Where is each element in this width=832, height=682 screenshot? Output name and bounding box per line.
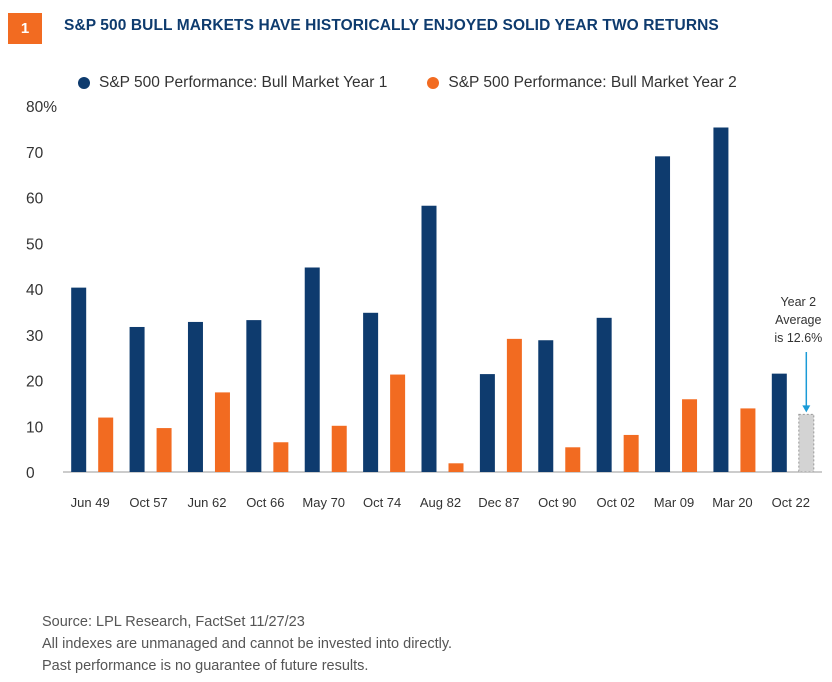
average-annotation-line: Average	[775, 313, 821, 327]
bar-year1	[246, 320, 262, 472]
chart-legend: S&P 500 Performance: Bull Market Year 1 …	[78, 74, 777, 92]
x-tick-label: Oct 02	[597, 495, 635, 510]
bar-year1	[129, 326, 145, 472]
average-annotation-line: Year 2	[780, 295, 816, 309]
legend-marker-year1	[78, 77, 90, 89]
bar-year1	[596, 317, 612, 472]
bar-year1	[771, 373, 787, 472]
bar-year2	[331, 425, 347, 472]
x-tick-label: Mar 09	[654, 495, 694, 510]
average-arrow-head	[802, 405, 811, 413]
disclaimer-indexes: All indexes are unmanaged and cannot be …	[42, 636, 453, 652]
y-tick-label: 10	[26, 419, 44, 436]
source-note: Source: LPL Research, FactSet 11/27/23	[42, 614, 305, 630]
bar-year2	[214, 392, 230, 472]
bar-year2	[623, 434, 639, 472]
bar-year2	[156, 428, 172, 472]
bar-year1	[421, 205, 437, 473]
x-tick-label: Jun 62	[187, 495, 226, 510]
x-tick-label: Dec 87	[478, 495, 519, 510]
bar-year2	[740, 408, 756, 472]
x-tick-label: Jun 49	[71, 495, 110, 510]
footer: Source: LPL Research, FactSet 11/27/23 A…	[42, 611, 452, 677]
bar-chart: 0 10 20 30 40 50 60 70 80% Jun 49 Oct 57 Jun 62 Oct …	[26, 99, 822, 510]
x-tick-label: Mar 20	[712, 495, 752, 510]
y-tick-label: 0	[26, 465, 35, 482]
bar-year2	[98, 417, 114, 472]
y-tick-label: 20	[26, 374, 44, 391]
x-tick-label: Oct 22	[772, 495, 810, 510]
bar-year1	[187, 321, 203, 472]
bar-year1	[304, 267, 320, 472]
bar-year1	[655, 156, 671, 472]
chart-title: S&P 500 BULL MARKETS HAVE HISTORICALLY E…	[64, 17, 719, 34]
bar-year2	[448, 463, 464, 472]
x-tick-label: Oct 90	[538, 495, 576, 510]
y-tick-label: 30	[26, 328, 44, 345]
bar-year1	[538, 340, 554, 472]
bar-year2	[390, 374, 406, 472]
bar-year2	[273, 442, 289, 472]
legend-marker-year2	[427, 77, 440, 89]
x-tick-label: Aug 82	[420, 495, 461, 510]
legend-label-year1: S&P 500 Performance: Bull Market Year 1	[99, 74, 388, 91]
bar-year1	[479, 374, 495, 472]
bar-year2	[565, 447, 581, 472]
figure-number-badge: 1	[8, 13, 42, 44]
x-tick-label: Oct 74	[363, 495, 401, 510]
disclaimer-performance: Past performance is no guarantee of futu…	[42, 658, 369, 674]
average-bar	[798, 413, 815, 473]
bar-year2	[506, 338, 522, 472]
x-tick-label: Oct 57	[129, 495, 167, 510]
bar-year1	[71, 287, 87, 472]
legend-label-year2: S&P 500 Performance: Bull Market Year 2	[448, 74, 737, 91]
bar-year1	[713, 127, 729, 472]
x-tick-label: Oct 66	[246, 495, 284, 510]
legend-item-year1: S&P 500 Performance: Bull Market Year 1	[78, 74, 387, 92]
y-tick-label: 60	[26, 191, 44, 208]
y-tick-label: 40	[26, 282, 44, 299]
y-tick-label: 70	[26, 145, 44, 162]
y-tick-label: 50	[26, 236, 44, 253]
bar-year2	[682, 399, 698, 472]
legend-item-year2: S&P 500 Performance: Bull Market Year 2	[427, 74, 737, 92]
x-tick-label: May 70	[302, 495, 345, 510]
average-annotation-line: is 12.6%	[774, 331, 822, 345]
y-tick-label: 80%	[26, 99, 57, 116]
bar-year1	[363, 312, 379, 472]
